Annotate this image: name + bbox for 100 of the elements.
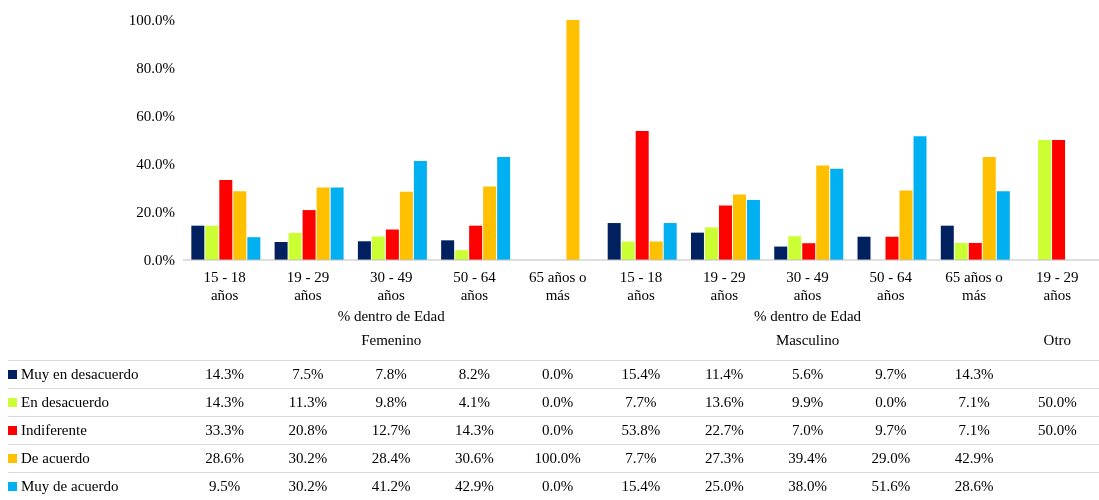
bar	[982, 157, 996, 260]
bar	[732, 194, 746, 260]
data-label: 4.1%	[457, 394, 492, 411]
data-label: 5.6%	[790, 366, 825, 383]
legend-label: Muy en desacuerdo	[21, 366, 139, 382]
data-label: 14.3%	[454, 422, 495, 439]
data-label: 29.0%	[870, 450, 912, 467]
bar	[441, 240, 455, 260]
data-label: 100.0%	[533, 450, 582, 467]
bar	[371, 236, 385, 260]
data-label: 0.0%	[874, 394, 908, 411]
data-label: 7.7%	[624, 450, 658, 467]
bar	[940, 225, 954, 260]
data-label: 7.5%	[291, 366, 325, 383]
data-label: 51.6%	[870, 478, 912, 495]
text: Masculino	[774, 332, 841, 349]
y-tick-label: 0.0%	[143, 252, 175, 269]
bar	[497, 157, 511, 260]
data-label: 7.0%	[790, 422, 825, 439]
bar	[635, 130, 649, 260]
data-label: 27.3%	[703, 450, 745, 467]
bar	[233, 191, 247, 260]
legend-label: Muy de acuerdo	[21, 478, 119, 494]
bar	[649, 241, 663, 260]
data-label: 9.8%	[374, 394, 408, 411]
text: % dentro de Edad	[753, 308, 863, 325]
y-tick-label: 40.0%	[136, 156, 175, 173]
data-label: 15.4%	[620, 366, 662, 383]
text: % dentro de Edad	[336, 308, 446, 325]
data-label: 14.3%	[204, 366, 245, 383]
bar	[483, 186, 497, 260]
data-label: 20.8%	[287, 422, 329, 439]
data-label: 28.6%	[204, 450, 245, 467]
legend-label: En desacuerdo	[21, 394, 109, 410]
bar	[816, 165, 830, 260]
x-tick-label: 15 - 18 años	[619, 269, 663, 303]
data-label: 0.0%	[541, 394, 575, 411]
bar	[996, 191, 1010, 260]
data-label: 14.3%	[953, 366, 995, 383]
bar	[302, 210, 316, 260]
bar	[413, 161, 427, 260]
bar	[247, 237, 261, 260]
bar	[621, 241, 635, 260]
legend-label: Indiferente	[21, 422, 87, 438]
x-tick-label: 19 - 29 años	[286, 269, 330, 303]
data-label: 50.0%	[1036, 394, 1078, 411]
data-label: 22.7%	[703, 422, 745, 439]
bar	[455, 250, 469, 260]
x-tick-label: 30 - 49 años	[369, 269, 413, 303]
x-tick-label: 50 - 64 años	[869, 269, 913, 303]
legend-label: De acuerdo	[21, 450, 90, 466]
x-tick-label: 30 - 49 años	[786, 269, 829, 303]
bar	[690, 232, 704, 260]
bar	[788, 236, 802, 260]
y-tick-label: 60.0%	[136, 108, 175, 125]
data-label: 14.3%	[204, 394, 245, 411]
data-label: 7.1%	[957, 394, 991, 411]
data-label: 42.9%	[454, 478, 495, 495]
bar	[802, 243, 816, 260]
data-label: 9.7%	[874, 366, 908, 383]
bar	[566, 20, 580, 260]
y-tick-label: 80.0%	[136, 60, 175, 77]
bar	[357, 241, 371, 260]
bar	[899, 190, 913, 260]
data-label: 7.7%	[624, 394, 658, 411]
data-label: 53.8%	[620, 422, 662, 439]
y-tick-label: 100.0%	[128, 12, 175, 29]
data-label: 15.4%	[620, 478, 662, 495]
bar	[330, 187, 344, 260]
bar	[830, 168, 844, 260]
data-label: 8.2%	[457, 366, 492, 383]
data-label: 28.6%	[953, 478, 995, 495]
data-label: 42.9%	[953, 450, 995, 467]
x-tick-label: 19 - 29 años	[1036, 269, 1079, 303]
data-label: 11.4%	[704, 366, 745, 383]
x-tick-label: 19 - 29 años	[703, 269, 746, 303]
x-tick-label: 65 años o más	[945, 269, 1003, 303]
bar	[857, 236, 871, 260]
bar	[704, 227, 718, 260]
bar	[913, 136, 927, 260]
data-label: 0.0%	[541, 478, 575, 495]
data-label: 41.2%	[370, 478, 412, 495]
data-label: 39.4%	[787, 450, 828, 467]
data-label: 0.0%	[541, 422, 575, 439]
data-label: 0.0%	[541, 366, 575, 383]
data-label: 12.7%	[370, 422, 412, 439]
x-tick-label: 65 años o más	[528, 269, 587, 303]
bar	[219, 180, 233, 260]
x-tick-label: 50 - 64 años	[453, 269, 497, 303]
data-label: 30.2%	[287, 450, 329, 467]
data-label: 7.8%	[374, 366, 408, 383]
bar	[746, 200, 760, 260]
bar	[607, 223, 621, 260]
bar	[469, 225, 483, 260]
data-label: 9.9%	[790, 394, 825, 411]
bar	[191, 225, 205, 260]
data-label: 50.0%	[1036, 422, 1078, 439]
data-label: 38.0%	[787, 478, 828, 495]
bar	[288, 232, 302, 260]
data-label: 25.0%	[703, 478, 745, 495]
